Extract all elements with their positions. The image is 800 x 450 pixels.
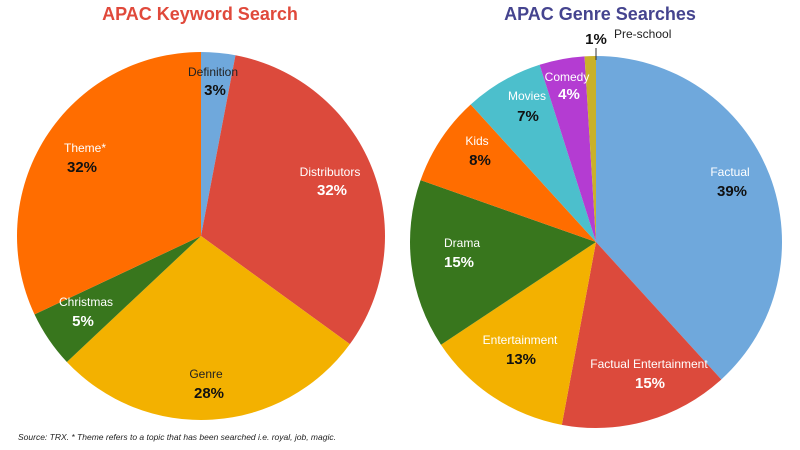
slice-label-genre-movies: Movies [508,89,546,103]
slice-label-genre-factual-entertainment: Factual Entertainment [590,357,708,371]
source-footnote: Source: TRX. * Theme refers to a topic t… [18,432,336,442]
slice-value-genre-pre-school: 1% [585,31,607,48]
pie-slice-keyword-genre [66,236,350,421]
slice-value-genre-entertainment: 13% [506,351,536,368]
slice-label-genre-pre-school: Pre-school [614,27,671,41]
pie-slice-keyword-distributors [201,55,385,345]
pie-slice-genre-drama [409,180,596,345]
slice-value-genre-movies: 7% [517,108,539,125]
pie-slice-genre-pre-school [584,55,596,242]
pie-slice-keyword-christmas [34,236,202,362]
slice-value-keyword-christmas: 5% [72,313,94,330]
pie-slice-genre-comedy [539,56,596,242]
slice-value-keyword-distributors: 32% [317,182,347,199]
slice-label-genre-comedy: Comedy [545,70,590,84]
pie-slice-genre-factual-entertainment [561,242,722,428]
slice-label-keyword-theme: Theme* [64,141,106,155]
pie-slice-genre-kids [420,104,596,242]
slice-value-keyword-theme: 32% [67,159,97,176]
slice-label-keyword-genre: Genre [189,367,223,381]
slice-label-genre-factual: Factual [710,165,749,179]
slice-value-keyword-definition: 3% [204,82,226,99]
chart-title-genre-searches: APAC Genre Searches [504,4,696,24]
slice-value-genre-drama: 15% [444,254,474,271]
slice-label-keyword-definition: Definition [188,65,238,79]
slice-label-keyword-christmas: Christmas [59,295,113,309]
pie-slice-keyword-theme [16,52,201,315]
slice-label-keyword-distributors: Distributors [300,165,361,179]
pie-slice-genre-entertainment [440,242,596,425]
slice-value-genre-kids: 8% [469,152,491,169]
slice-value-genre-factual-entertainment: 15% [635,375,665,392]
pie-slice-genre-factual [596,55,783,380]
slice-value-keyword-genre: 28% [194,385,224,402]
pie-slice-genre-movies [470,64,596,242]
slice-label-genre-drama: Drama [444,236,480,250]
slice-label-genre-entertainment: Entertainment [483,333,558,347]
slice-value-genre-comedy: 4% [558,86,580,103]
slice-label-genre-kids: Kids [465,134,488,148]
pie-slice-keyword-definition [201,52,236,236]
slice-value-genre-factual: 39% [717,183,747,200]
chart-title-keyword-search: APAC Keyword Search [102,4,298,24]
